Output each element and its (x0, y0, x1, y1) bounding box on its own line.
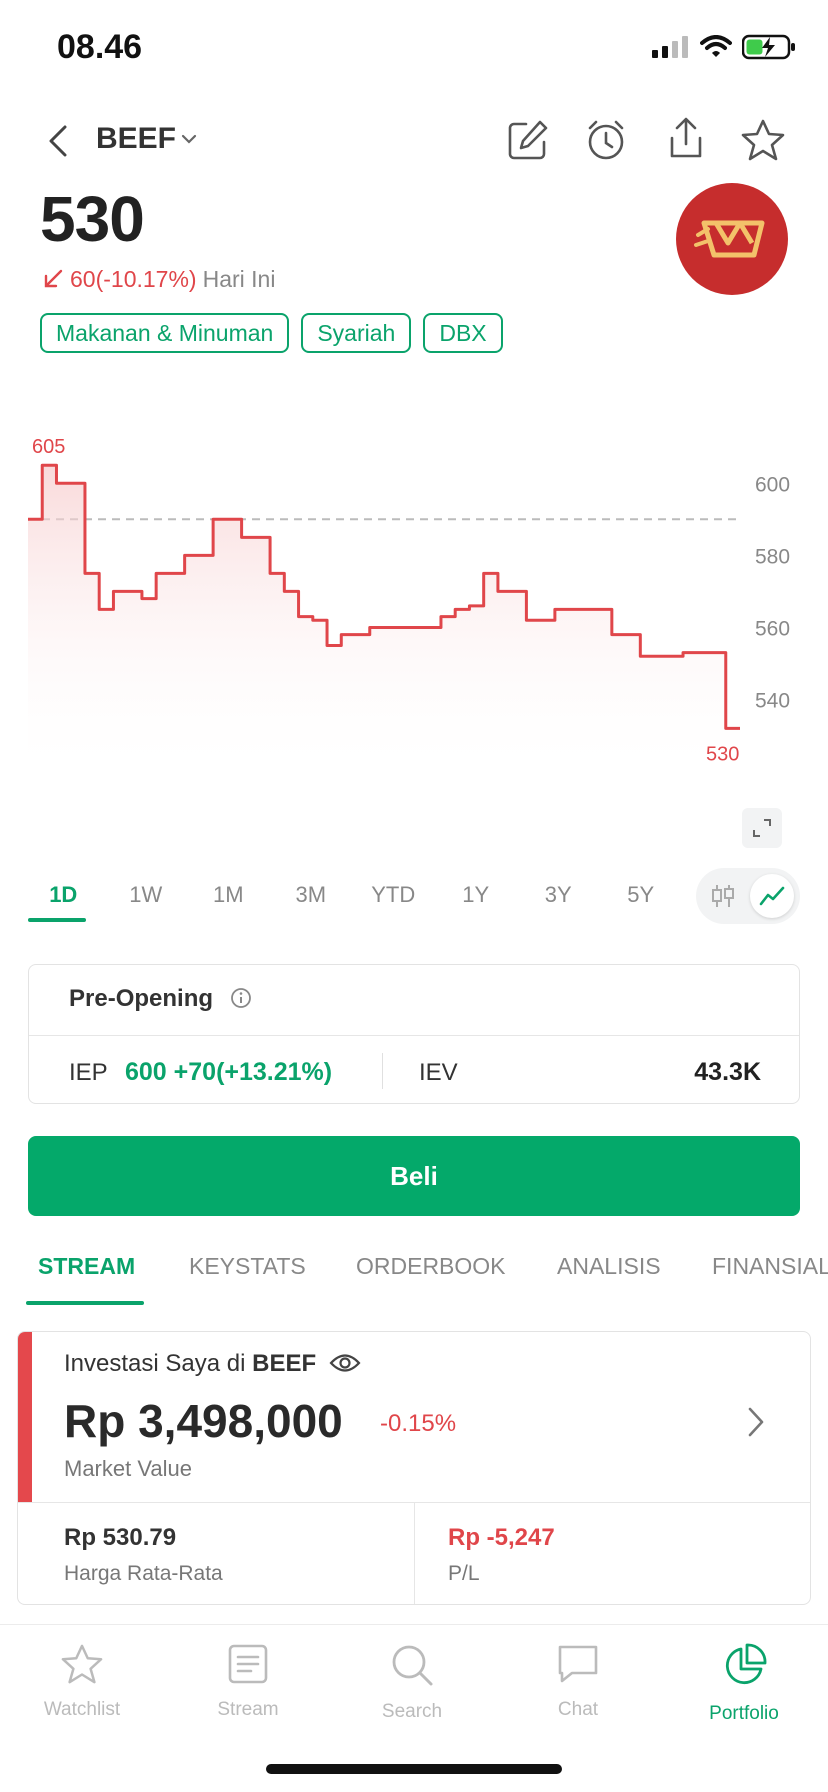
trend-down-icon (44, 269, 63, 288)
last-price: 530 (40, 183, 145, 255)
investment-card[interactable]: Investasi Saya di BEEF Rp 3,498,000 -0.1… (17, 1331, 811, 1605)
avg-price-label: Harga Rata-Rata (64, 1562, 223, 1585)
investment-vertical-divider (414, 1502, 415, 1604)
info-icon[interactable] (230, 987, 252, 1009)
share-icon[interactable] (670, 117, 702, 158)
chat-icon (558, 1645, 598, 1683)
iev-label: IEV (419, 1059, 458, 1086)
preopening-divider (29, 1035, 799, 1036)
loss-indicator-bar (18, 1332, 32, 1502)
nav-watchlist-label: Watchlist (43, 1699, 121, 1720)
range-tab-3y[interactable]: 3Y (544, 882, 572, 907)
star-icon[interactable] (740, 118, 786, 162)
preopening-title-text: Pre-Opening (69, 985, 214, 1012)
investment-title: Investasi Saya di BEEF (64, 1350, 361, 1378)
range-tab-1d[interactable]: 1D (49, 882, 78, 907)
preopening-card: Pre-Opening IEP 600 +70(+13.21%) IEV 43.… (28, 964, 800, 1104)
pl-value: Rp -5,247 (448, 1524, 555, 1551)
nav-watchlist[interactable]: Watchlist (22, 1643, 142, 1721)
tag-sector[interactable]: Makanan & Minuman (40, 313, 290, 353)
section-tab-indicator (26, 1301, 144, 1305)
status-time: 08.46 (57, 28, 143, 66)
tab-stream[interactable]: STREAM (38, 1253, 136, 1279)
range-tab-ytd[interactable]: YTD (371, 882, 416, 907)
high-label: 605 (32, 436, 65, 458)
bottom-navigation: Watchlist Stream Search Chat Portfolio (0, 1624, 828, 1792)
candlestick-icon[interactable] (710, 884, 736, 908)
star-outline-icon (61, 1644, 103, 1684)
range-tab-1w[interactable]: 1W (129, 882, 163, 907)
status-icons (652, 34, 796, 60)
range-tab-5y[interactable]: 5Y (627, 882, 655, 907)
range-tab-1y[interactable]: 1Y (462, 882, 490, 907)
section-tabs: STREAM KEYSTATS ORDERBOOK ANALISIS FINAN… (0, 1246, 828, 1306)
buy-button[interactable]: Beli (28, 1136, 800, 1216)
avg-price: Rp 530.79 (64, 1524, 177, 1551)
tab-analisis[interactable]: ANALISIS (557, 1253, 661, 1279)
market-value-label: Market Value (64, 1456, 192, 1481)
battery-icon (742, 34, 795, 60)
signal-icon (652, 36, 688, 58)
tab-finansial[interactable]: FINANSIAL (712, 1253, 828, 1279)
range-tab-indicator (28, 918, 86, 922)
nav-chat[interactable]: Chat (518, 1643, 638, 1721)
iev-value: 43.3K (694, 1058, 761, 1086)
home-indicator (266, 1764, 562, 1774)
tag-syariah[interactable]: Syariah (301, 313, 412, 353)
tag-list: Makanan & Minuman Syariah DBX (40, 313, 503, 353)
expand-icon[interactable] (742, 808, 782, 848)
edit-icon[interactable] (506, 118, 550, 162)
price-line (28, 463, 740, 730)
nav-search-label: Search (381, 1701, 443, 1722)
ticker-title[interactable]: BEEF (96, 122, 177, 155)
price-area (28, 465, 740, 780)
pie-chart-icon (725, 1643, 767, 1685)
y-tick-600: 600 (755, 473, 790, 496)
nav-portfolio[interactable]: Portfolio (684, 1643, 804, 1725)
investment-title-prefix: Investasi Saya di (64, 1350, 246, 1377)
last-label: 530 (706, 743, 739, 765)
line-chart-option[interactable] (750, 874, 794, 918)
tag-index[interactable]: DBX (423, 313, 503, 353)
wifi-icon (700, 35, 732, 57)
chart-type-toggle[interactable] (696, 868, 800, 924)
price-change: 60(-10.17%) Hari Ini (42, 266, 275, 293)
range-tabs: 1D 1W 1M 3M YTD 1Y 3Y 5Y (22, 870, 682, 920)
chevron-right-icon[interactable] (746, 1406, 766, 1438)
range-tab-3m[interactable]: 3M (295, 882, 327, 907)
change-value: 60(-10.17%) (70, 266, 197, 292)
chevron-down-icon[interactable] (180, 132, 198, 146)
iep-value: 600 +70(+13.21%) (125, 1058, 333, 1086)
preopening-title: Pre-Opening (69, 985, 252, 1013)
eye-icon[interactable] (329, 1352, 361, 1374)
y-tick-580: 580 (755, 545, 790, 568)
price-chart[interactable]: 600 580 560 540 605 530 (0, 410, 828, 830)
stream-icon (228, 1644, 268, 1684)
line-chart-icon (759, 886, 785, 906)
pl-label: P/L (448, 1562, 480, 1585)
nav-chat-label: Chat (557, 1699, 599, 1720)
nav-stream[interactable]: Stream (188, 1643, 308, 1721)
preopening-vertical-divider (382, 1053, 383, 1089)
market-value: Rp 3,498,000 (64, 1395, 343, 1447)
range-tab-1m[interactable]: 1M (212, 882, 244, 907)
company-logo-mark (694, 220, 765, 258)
company-logo (676, 183, 788, 295)
y-tick-560: 560 (755, 617, 790, 640)
nav-stream-label: Stream (217, 1699, 279, 1720)
back-icon[interactable] (46, 124, 70, 158)
change-period: Hari Ini (202, 266, 276, 292)
investment-ticker: BEEF (252, 1350, 317, 1377)
tab-orderbook[interactable]: ORDERBOOK (356, 1253, 506, 1279)
market-value-change: -0.15% (380, 1410, 457, 1437)
nav-search[interactable]: Search (352, 1643, 472, 1723)
iep-label: IEP (69, 1059, 108, 1086)
search-icon (392, 1645, 433, 1686)
y-tick-540: 540 (755, 690, 790, 713)
alarm-icon[interactable] (584, 118, 628, 162)
nav-portfolio-label: Portfolio (709, 1703, 779, 1724)
tab-keystats[interactable]: KEYSTATS (189, 1253, 306, 1279)
